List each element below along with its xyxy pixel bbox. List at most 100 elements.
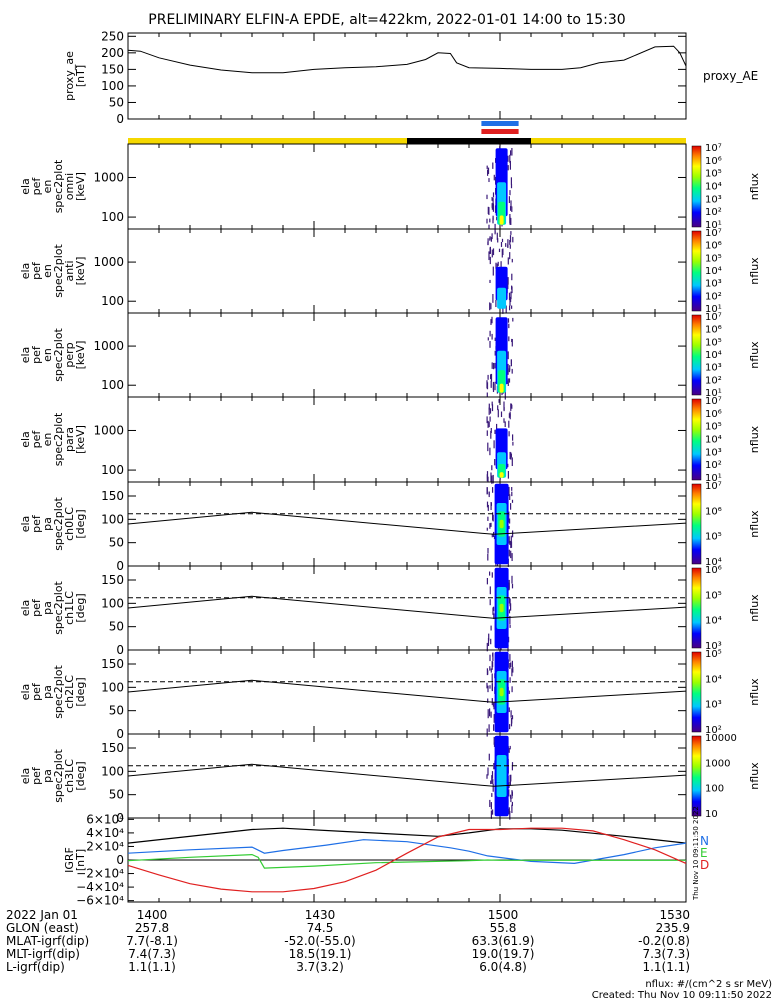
spectrogram-speckle — [489, 256, 491, 265]
spectrogram-speckle — [510, 297, 512, 303]
spectrogram-speckle — [509, 365, 511, 371]
spectrogram-speckle — [509, 252, 511, 260]
spectrogram-speckle — [493, 724, 495, 731]
colorbar-tick-label: 10⁴ — [705, 557, 722, 568]
spectrogram-speckle — [487, 337, 489, 341]
units-note: nflux: #/(cm^2 s sr MeV) — [645, 979, 772, 990]
data-marker-bar — [481, 129, 519, 134]
y-tick-label: 0 — [116, 727, 124, 741]
spectrogram-speckle — [489, 408, 492, 414]
spectrogram-speckle — [492, 383, 495, 393]
y-tick-label: 6×10⁴ — [86, 812, 124, 826]
spectrogram-speckle — [492, 653, 494, 657]
spectrogram-speckle — [509, 810, 511, 820]
colorbar-tick-label: 10⁴ — [705, 182, 722, 193]
y-axis-label-line: pa — [41, 601, 54, 615]
spectrogram-speckle — [491, 533, 493, 538]
orbit-table-cell: -52.0(-55.0) — [284, 934, 355, 948]
colorbar-tick-label: 10⁵ — [705, 649, 722, 660]
orbit-table-cell: 1400 — [137, 908, 168, 922]
y-axis-label-line: pa — [41, 685, 54, 699]
colorbar-tick-label: 10² — [705, 725, 722, 736]
spectrogram-speckle — [508, 292, 511, 301]
spectrogram-speckle — [509, 214, 511, 223]
spectrogram-speckle — [512, 434, 514, 441]
y-tick-label: −2×10⁴ — [76, 867, 124, 881]
y-tick-label: 0 — [116, 559, 124, 573]
spectrogram-speckle — [487, 670, 489, 675]
spectrogram-speckle — [511, 487, 513, 491]
spectrogram-speckle — [511, 765, 513, 771]
spectrogram-speckle — [507, 244, 509, 248]
spectrogram-speckle — [488, 421, 490, 428]
spectrogram-speckle — [510, 453, 512, 458]
colorbar-label: nflux — [748, 341, 761, 369]
spectrogram-speckle — [508, 378, 511, 383]
y-axis-label-line: pa — [41, 769, 54, 783]
spectrogram-speckle — [491, 698, 493, 706]
spectrogram-speckle — [508, 690, 510, 694]
spectrogram-speckle — [492, 487, 494, 493]
spectrogram-speckle — [504, 391, 506, 400]
colorbar-tick-label: 10³ — [705, 194, 722, 205]
spectrogram-speckle — [509, 494, 511, 501]
spectrogram-speckle — [492, 652, 494, 662]
y-axis-label-line: IGRF — [63, 847, 76, 873]
y-tick-label: 4×10⁴ — [86, 826, 124, 840]
spectrogram-speckle — [511, 686, 513, 693]
spectrogram-speckle — [512, 236, 514, 243]
spectrogram-speckle — [486, 642, 488, 652]
spectrogram-speckle — [494, 337, 496, 342]
igrf-legend-entry: N — [700, 834, 709, 848]
spectrogram-speckle — [490, 428, 492, 433]
spectrogram-speckle — [510, 603, 512, 611]
y-axis-label-line: omni — [63, 173, 76, 200]
colorbar-tick-label: 10¹ — [705, 304, 722, 315]
spectrogram-speckle — [498, 399, 500, 403]
spectrogram-speckle — [496, 216, 498, 221]
y-axis-label-line: pef — [30, 430, 43, 449]
spectrogram-speckle — [509, 794, 512, 799]
spectrogram-speckle — [508, 597, 510, 604]
spectrogram-speckle — [487, 685, 489, 693]
spectrogram-speckle — [490, 810, 492, 819]
spectrogram-speckle — [492, 474, 494, 484]
y-tick-label: 50 — [109, 788, 124, 802]
spectrogram-speckle — [511, 305, 513, 309]
spectrogram-speckle — [508, 748, 510, 753]
y-axis-label-line: [deg] — [74, 509, 87, 538]
spectrogram-speckle — [493, 535, 496, 540]
spectrogram-speckle — [508, 336, 510, 342]
colorbar-label: nflux — [748, 257, 761, 285]
igrf-legend-entry: E — [700, 846, 708, 860]
colorbar-tick-label: 10⁵ — [705, 337, 722, 348]
panel-frame — [127, 733, 687, 819]
colorbar-tick-label: 10⁵ — [705, 169, 722, 180]
y-axis-label-line: ela — [19, 516, 32, 533]
spectrogram-speckle — [492, 162, 494, 169]
spectrogram-speckle — [509, 235, 512, 243]
spectrogram-speckle — [495, 299, 497, 308]
spectrogram-speckle — [496, 263, 498, 267]
spectrogram-speckle — [510, 206, 512, 211]
y-axis-label-line: en — [41, 348, 54, 362]
orbit-table-cell: 1.1(1.1) — [642, 960, 690, 974]
spectrogram-speckle — [508, 707, 510, 713]
spectrogram-speckle — [489, 218, 491, 223]
y-axis-label-line: spec2plot — [52, 159, 65, 213]
spectrogram-speckle — [509, 540, 511, 546]
spectrogram-speckle — [507, 155, 509, 162]
status-bar-segment — [531, 138, 686, 144]
spectrogram-speckle — [509, 305, 511, 311]
colorbar-tick-label: 10⁵ — [705, 253, 722, 264]
orbit-table-cell: 1.1(1.1) — [128, 960, 176, 974]
spectrogram-speckle — [508, 579, 510, 589]
igrf-black-line — [127, 827, 687, 844]
spectrogram-speckle — [511, 791, 513, 796]
igrf-green-line — [127, 853, 686, 869]
spectrogram-speckle — [487, 238, 489, 246]
spectrogram-speckle — [489, 279, 491, 283]
spectrogram-speckle — [509, 677, 511, 683]
colorbar-tick-label: 10⁷ — [705, 312, 722, 323]
orbit-table-cell: 74.5 — [307, 921, 334, 935]
